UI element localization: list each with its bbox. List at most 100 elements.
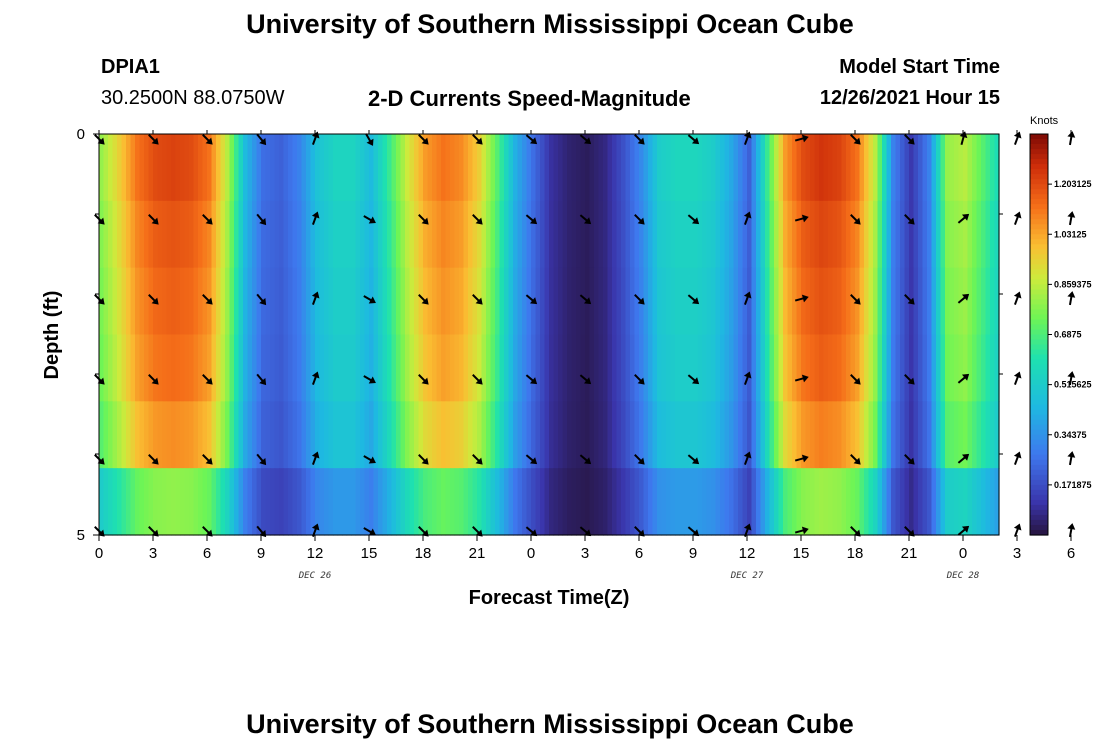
heatmap-cell xyxy=(639,134,645,202)
heatmap-cell xyxy=(706,468,712,536)
heatmap-cell xyxy=(576,267,582,336)
heatmap-cell xyxy=(855,200,861,269)
heatmap-cell xyxy=(193,267,199,336)
heatmap-cell xyxy=(310,334,316,402)
chart-subtitle: 2-D Currents Speed-Magnitude xyxy=(368,86,691,111)
heatmap-cell xyxy=(243,134,249,202)
heatmap-cell xyxy=(580,468,586,536)
heatmap-cell xyxy=(486,468,492,536)
heatmap-cell xyxy=(891,134,897,202)
heatmap-cell xyxy=(117,134,123,202)
heatmap-cell xyxy=(112,334,118,402)
heatmap-cell xyxy=(873,468,879,536)
heatmap-cell xyxy=(436,134,442,202)
heatmap-cell xyxy=(666,334,672,402)
heatmap-cell xyxy=(504,267,510,336)
heatmap-cell xyxy=(162,468,168,536)
heatmap-cell xyxy=(774,468,780,536)
heatmap-cell xyxy=(238,267,244,336)
heatmap-cell xyxy=(382,468,388,536)
heatmap-cell xyxy=(531,134,537,202)
heatmap-cell xyxy=(904,267,910,336)
heatmap-cell xyxy=(571,134,577,202)
heatmap-cell xyxy=(103,134,109,202)
heatmap-cell xyxy=(396,468,402,536)
heatmap-cell xyxy=(684,134,690,202)
heatmap-cell xyxy=(580,401,586,469)
heatmap-cell xyxy=(918,401,924,469)
colorbar-segment xyxy=(1030,279,1048,285)
heatmap-cell xyxy=(940,401,946,469)
heatmap-cell xyxy=(765,334,771,402)
heatmap-cell xyxy=(175,267,181,336)
heatmap-cell xyxy=(495,468,501,536)
heatmap-cell xyxy=(855,334,861,402)
heatmap-cell xyxy=(567,267,573,336)
heatmap-cell xyxy=(774,134,780,202)
heatmap-cell xyxy=(193,134,199,202)
colorbar-tick-label: 1.03125 xyxy=(1054,229,1087,239)
colorbar-segment xyxy=(1030,444,1048,451)
heatmap-cell xyxy=(963,267,969,336)
heatmap-cell xyxy=(688,334,694,402)
heatmap-cell xyxy=(598,200,604,269)
heatmap-cell xyxy=(288,334,294,402)
heatmap-cell xyxy=(603,267,609,336)
heatmap-cell xyxy=(841,134,847,202)
heatmap-cell xyxy=(796,401,802,469)
vector-arrow xyxy=(904,454,915,465)
heatmap-cell xyxy=(130,134,136,202)
heatmap-cell xyxy=(387,334,393,402)
heatmap-cell xyxy=(742,468,748,536)
heatmap-cell xyxy=(274,401,280,469)
heatmap-cell xyxy=(396,267,402,336)
heatmap-cell xyxy=(603,334,609,402)
heatmap-cell xyxy=(679,401,685,469)
heatmap-cell xyxy=(553,134,559,202)
heatmap-cell xyxy=(153,334,159,402)
heatmap-cell xyxy=(594,267,600,336)
heatmap-cell xyxy=(765,200,771,269)
heatmap-cell xyxy=(297,468,303,536)
heatmap-cell xyxy=(328,468,334,536)
heatmap-cell xyxy=(463,267,469,336)
heatmap-cell xyxy=(315,200,321,269)
heatmap-cell xyxy=(603,200,609,269)
heatmap-cell xyxy=(738,200,744,269)
heatmap-cell xyxy=(882,267,888,336)
heatmap-cell xyxy=(589,267,595,336)
heatmap-cell xyxy=(351,134,357,202)
heatmap-cell xyxy=(661,267,667,336)
heatmap-cell xyxy=(657,134,663,202)
heatmap-cell xyxy=(666,401,672,469)
heatmap-cell xyxy=(693,468,699,536)
heatmap-cell xyxy=(274,468,280,536)
heatmap-cell xyxy=(783,134,789,202)
heatmap-cell xyxy=(922,134,928,202)
heatmap-cell xyxy=(373,134,379,202)
heatmap-cell xyxy=(292,401,298,469)
heatmap-cell xyxy=(193,401,199,469)
heatmap-cell xyxy=(891,334,897,402)
heatmap-cell xyxy=(454,334,460,402)
heatmap-cell xyxy=(220,401,226,469)
heatmap-cell xyxy=(126,267,132,336)
heatmap-cell xyxy=(787,468,793,536)
heatmap-cell xyxy=(346,134,352,202)
heatmap-cell xyxy=(774,200,780,269)
heatmap-cell xyxy=(337,267,343,336)
heatmap-cell xyxy=(468,334,474,402)
heatmap-cell xyxy=(450,401,456,469)
heatmap-cell xyxy=(499,334,505,402)
heatmap-cell xyxy=(697,334,703,402)
heatmap-cell xyxy=(774,267,780,336)
heatmap-cell xyxy=(666,200,672,269)
heatmap-cell xyxy=(225,468,231,536)
heatmap-cell xyxy=(778,401,784,469)
heatmap-cell xyxy=(679,200,685,269)
colorbar-tick-label: 0.34375 xyxy=(1054,430,1087,440)
heatmap-cell xyxy=(643,334,649,402)
heatmap-cell xyxy=(427,134,433,202)
heatmap-cell xyxy=(702,468,708,536)
heatmap-cell xyxy=(234,401,240,469)
